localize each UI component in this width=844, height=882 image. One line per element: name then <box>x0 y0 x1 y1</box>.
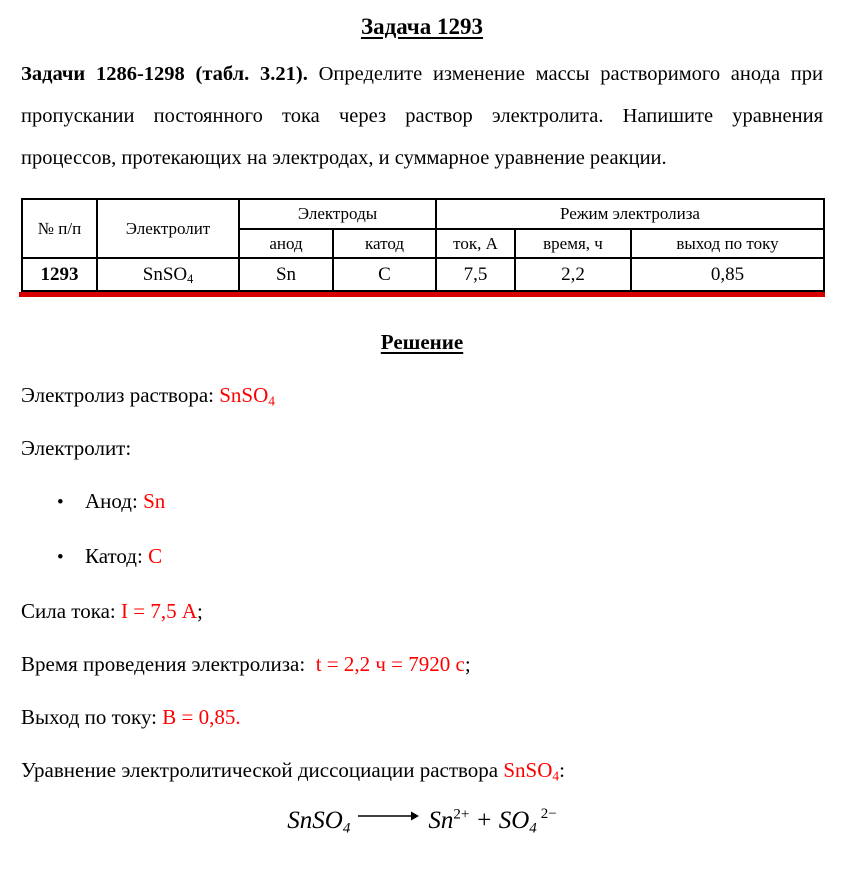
time-label: Время проведения электролиза: <box>21 652 316 676</box>
dissociation-equation: SnSO4 Sn2+ + SO42− <box>21 806 823 837</box>
cell-problem-number: 1293 <box>21 257 98 292</box>
electrolyte-formula-base: SnSO <box>142 263 188 285</box>
bullet-cathode: • Катод: C <box>21 543 823 571</box>
equation-lhs: SnSO <box>287 807 343 834</box>
dissociation-suffix: : <box>559 758 565 782</box>
cell-cathode: C <box>332 257 437 292</box>
current-value: I = 7,5 А <box>121 599 198 623</box>
current-label: Сила тока: <box>21 599 121 623</box>
bullet-anode-label: Анод: <box>85 489 144 513</box>
cell-current: 7,5 <box>435 257 516 292</box>
header-anode: анод <box>238 228 334 259</box>
current-suffix: ; <box>197 599 203 623</box>
header-electrolyte: Электролит <box>96 198 240 259</box>
reaction-arrow-icon <box>358 811 420 821</box>
page-title: Задача 1293 <box>360 14 484 39</box>
header-num: № п/п <box>21 198 98 259</box>
red-divider-rule <box>19 292 825 297</box>
bullet-cathode-label: Катод: <box>85 544 149 568</box>
intro-rest: Определите изменение массы растворимого … <box>21 63 823 169</box>
electrolysis-value-base: SnSO <box>219 383 269 407</box>
equation-plus-sign: + <box>469 807 499 834</box>
electrolyte-line: Электролит: <box>21 436 132 460</box>
equation-anion-charge: 2− <box>540 806 557 823</box>
conditions-table: № п/п Электролит Электроды Режим электро… <box>21 198 826 292</box>
table-row: 1293 SnSO4 Sn C 7,5 2,2 0,85 <box>21 257 826 292</box>
equation-lhs-subscript: 4 <box>342 820 351 837</box>
equation-rhs-anion: SO <box>498 807 530 834</box>
header-cathode: катод <box>332 228 437 259</box>
bullet-cathode-value: C <box>148 544 163 568</box>
equation-anion-subscript: 4 <box>529 820 537 837</box>
intro-paragraph: Задачи 1286-1298 (табл. 3.21). Определит… <box>21 53 823 179</box>
equation-rhs-cation: Sn <box>428 807 454 834</box>
time-suffix: ; <box>464 652 471 676</box>
electrolyte-formula-subscript: 4 <box>187 271 194 286</box>
cell-electrolyte: SnSO4 <box>96 257 240 292</box>
bullet-icon: • <box>57 492 64 513</box>
header-current: ток, А <box>435 228 516 259</box>
yield-line: Выход по току: В = 0,85. <box>21 704 823 730</box>
bullet-icon: • <box>57 547 64 568</box>
yield-label: Выход по току: <box>21 705 163 729</box>
electrolysis-line: Электролиз раствора: SnSO4 <box>21 382 823 408</box>
dissociation-label: Уравнение электролитической диссоциации … <box>21 758 504 782</box>
header-mode-group: Режим электролиза <box>434 198 826 230</box>
header-yield: выход по току <box>629 228 826 259</box>
intro-lead-bold: Задачи 1286-1298 (табл. 3.21). <box>21 63 308 85</box>
dissociation-value-base: SnSO <box>503 758 553 782</box>
electrolysis-value: SnSO4 <box>219 383 275 409</box>
header-time: время, ч <box>514 228 632 259</box>
current-line: Сила тока: I = 7,5 А; <box>21 598 823 624</box>
yield-value: В = 0,85. <box>162 705 241 729</box>
equation-cation-charge: 2+ <box>453 806 470 823</box>
bullet-anode-value: Sn <box>143 489 166 513</box>
header-electrodes-group: Электроды <box>238 198 437 230</box>
dissociation-value-subscript: 4 <box>552 768 560 784</box>
electrolysis-label: Электролиз раствора: <box>21 383 220 407</box>
time-value: t = 2,2 ч = 7920 с <box>315 652 465 676</box>
dissociation-value: SnSO4 <box>503 758 560 784</box>
time-line: Время проведения электролиза: t = 2,2 ч … <box>21 651 823 677</box>
cell-yield: 0,85 <box>629 257 826 292</box>
bullet-anode: • Анод: Sn <box>21 488 823 516</box>
solution-heading: Решение <box>380 330 464 354</box>
cell-anode: Sn <box>238 257 334 292</box>
dissociation-line: Уравнение электролитической диссоциации … <box>21 757 823 783</box>
electrolysis-value-subscript: 4 <box>268 393 275 409</box>
cell-time: 2,2 <box>514 257 632 292</box>
